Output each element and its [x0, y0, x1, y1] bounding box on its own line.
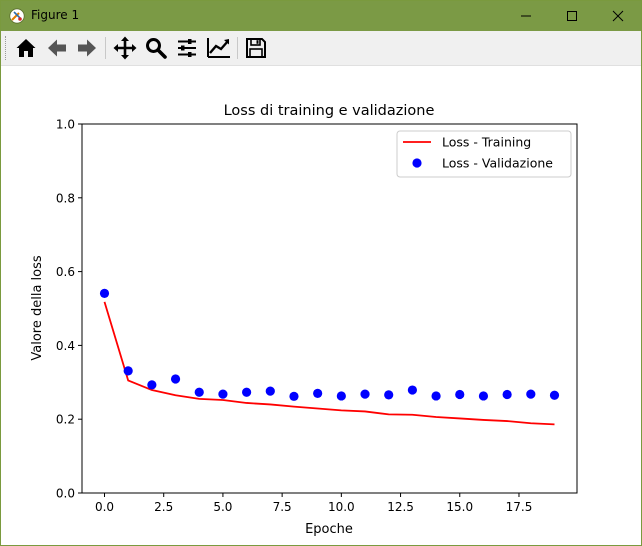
- validation-loss-point: [431, 391, 441, 401]
- validation-loss-point: [265, 386, 275, 396]
- legend-label: Loss - Validazione: [442, 156, 553, 171]
- validation-loss-point: [502, 389, 512, 400]
- y-tick-label: 0.0: [56, 487, 75, 501]
- chart-title: Loss di training e validazione: [224, 103, 435, 119]
- legend-label: Loss - Training: [442, 135, 531, 150]
- x-tick-label: 12.5: [387, 500, 414, 514]
- x-axis-label: Epoche: [305, 522, 353, 537]
- minimize-button[interactable]: [503, 1, 549, 31]
- plot-frame: [81, 123, 578, 494]
- app-icon: [9, 8, 25, 24]
- window-title: Figure 1: [31, 8, 80, 22]
- y-tick-label: 0.4: [56, 339, 75, 353]
- save-button[interactable]: [243, 35, 269, 61]
- save-icon: [246, 38, 266, 58]
- x-tick-label: 5.0: [213, 500, 232, 514]
- validation-loss-point: [194, 387, 204, 397]
- loss-chart: Loss di training e validazione 0.0 2.5 5.0…: [30, 103, 578, 537]
- x-tick-label: 17.5: [506, 500, 533, 514]
- validation-loss-point: [360, 389, 370, 399]
- subplots-icon: [178, 39, 196, 57]
- y-tick-label: 0.8: [56, 191, 75, 205]
- forward-icon: [78, 39, 96, 57]
- home-icon: [16, 39, 36, 57]
- x-tick-label: 15.0: [446, 500, 473, 514]
- navigation-toolbar: [1, 31, 641, 66]
- close-icon: [612, 10, 624, 22]
- forward-button[interactable]: [74, 35, 100, 61]
- validation-loss-point: [147, 380, 157, 390]
- validation-loss-point: [123, 366, 133, 376]
- x-tick-label: 2.5: [154, 500, 173, 514]
- validation-loss-point: [478, 391, 489, 401]
- pan-button[interactable]: [112, 35, 138, 61]
- y-tick-label: 0.2: [56, 413, 75, 427]
- validation-loss-point: [549, 390, 560, 400]
- maximize-button[interactable]: [549, 1, 595, 31]
- legend-box: [396, 130, 572, 178]
- x-tick-label: 10.0: [328, 500, 355, 514]
- validation-loss-point: [99, 288, 110, 298]
- close-button[interactable]: [595, 1, 641, 31]
- y-axis-label: Valore della loss: [30, 255, 45, 361]
- validation-loss-point: [218, 389, 228, 399]
- validation-loss-point: [384, 390, 394, 400]
- home-button[interactable]: [13, 35, 39, 61]
- x-tick-label: 0.0: [95, 500, 114, 514]
- validation-loss-point: [313, 388, 323, 398]
- y-tick-label: 0.6: [56, 265, 75, 279]
- validation-loss-point: [170, 374, 181, 384]
- toolbar-separator: [237, 37, 238, 59]
- title-bar[interactable]: Figure 1: [1, 1, 641, 31]
- validation-loss-point: [242, 387, 252, 397]
- subplots-button[interactable]: [174, 35, 200, 61]
- toolbar-separator: [105, 37, 106, 59]
- validation-loss-point: [289, 391, 299, 401]
- y-tick-label: 1.0: [56, 118, 75, 132]
- legend: Loss - Training Loss - Validazione: [396, 130, 572, 178]
- validation-loss-point: [526, 389, 536, 399]
- validation-loss-point: [407, 385, 417, 395]
- toolbar-grip[interactable]: [5, 36, 8, 60]
- back-icon: [48, 39, 66, 57]
- training-loss-line: [103, 301, 555, 426]
- customize-button[interactable]: [206, 35, 232, 61]
- legend-validation-swatch: [412, 158, 422, 168]
- maximize-icon: [567, 11, 577, 21]
- x-tick-label: 7.5: [273, 500, 292, 514]
- figure-canvas[interactable]: Loss di training e validazione 0.0 2.5 5.0…: [1, 66, 641, 545]
- pan-icon: [113, 36, 137, 60]
- validation-loss-point: [455, 389, 465, 400]
- zoom-icon: [146, 38, 167, 59]
- minimize-icon: [521, 15, 531, 17]
- zoom-button[interactable]: [143, 35, 169, 61]
- customize-icon: [207, 38, 230, 58]
- validation-loss-point: [336, 391, 346, 401]
- back-button[interactable]: [44, 35, 70, 61]
